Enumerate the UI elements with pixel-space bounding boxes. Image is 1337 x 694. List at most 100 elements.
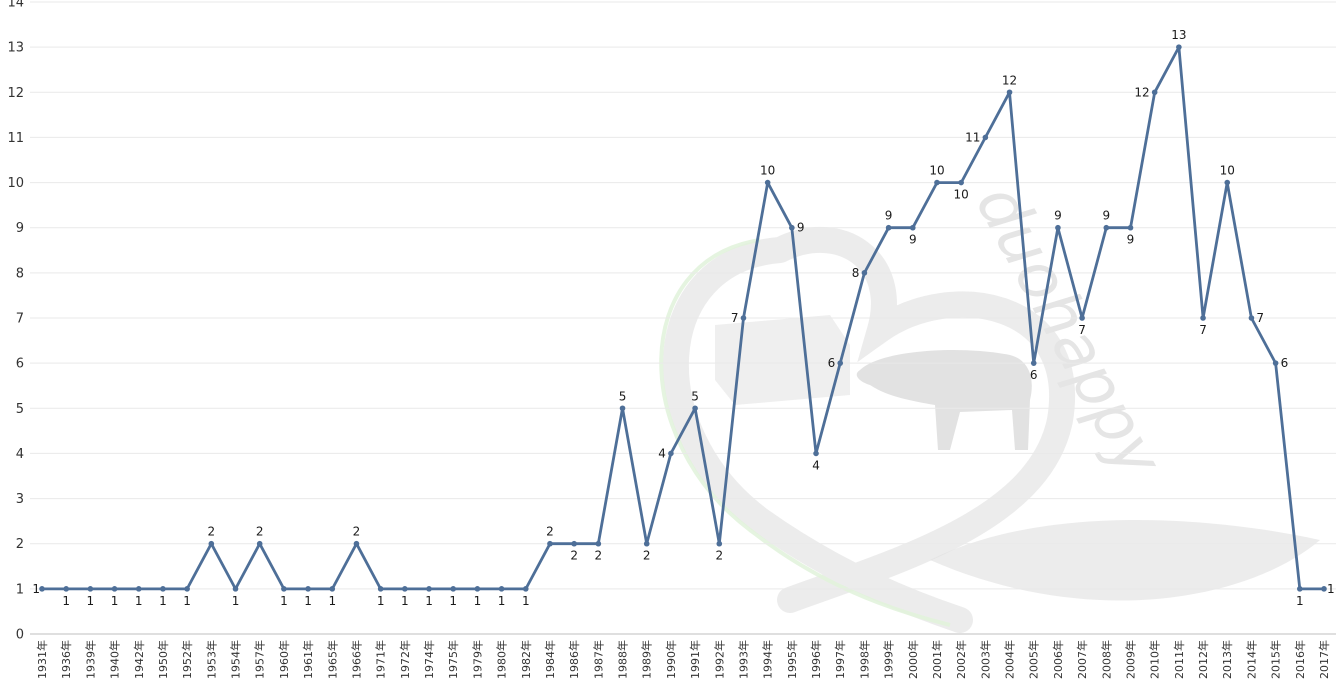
y-tick-label: 6 bbox=[16, 357, 24, 372]
x-tick-label: 1998年 bbox=[857, 640, 871, 679]
data-label: 1 bbox=[522, 594, 530, 608]
series-line bbox=[40, 45, 1326, 591]
data-label: 2 bbox=[256, 525, 264, 539]
watermark-goat bbox=[856, 350, 1032, 450]
data-point bbox=[813, 450, 819, 457]
x-tick-label: 1957年 bbox=[253, 640, 267, 679]
y-tick-label: 7 bbox=[16, 312, 24, 327]
watermark-books bbox=[715, 315, 850, 405]
data-point bbox=[160, 586, 166, 592]
y-tick-label: 12 bbox=[7, 86, 24, 101]
data-label: 2 bbox=[570, 549, 578, 563]
data-label: 7 bbox=[1256, 311, 1264, 325]
data-label: 9 bbox=[1054, 209, 1062, 223]
data-point bbox=[934, 179, 940, 186]
data-label: 7 bbox=[1199, 323, 1207, 337]
data-label: 13 bbox=[1171, 28, 1186, 42]
data-label: 2 bbox=[595, 549, 603, 563]
data-point bbox=[958, 179, 964, 186]
data-label: 12 bbox=[1002, 73, 1017, 87]
data-label: 1 bbox=[62, 594, 70, 608]
data-point bbox=[208, 540, 215, 547]
y-tick-label: 1 bbox=[16, 582, 24, 597]
x-tick-label: 2003年 bbox=[978, 640, 992, 679]
y-tick-label: 13 bbox=[7, 41, 24, 56]
data-label: 1 bbox=[401, 594, 409, 608]
x-tick-label: 1984年 bbox=[543, 640, 557, 679]
data-point bbox=[39, 586, 45, 592]
data-label: 1 bbox=[1327, 582, 1335, 596]
data-label: 1 bbox=[474, 594, 482, 608]
data-point bbox=[668, 450, 674, 457]
x-tick-label: 2001年 bbox=[930, 640, 944, 679]
data-label: 1 bbox=[280, 594, 288, 608]
data-point bbox=[1079, 315, 1085, 321]
x-tick-label: 2012年 bbox=[1196, 640, 1210, 679]
data-point bbox=[522, 586, 529, 592]
watermark-leaf bbox=[930, 520, 1320, 601]
x-tick-label: 1954年 bbox=[229, 640, 243, 679]
x-tick-label: 2015年 bbox=[1269, 640, 1283, 679]
data-label: 1 bbox=[232, 594, 240, 608]
x-tick-label: 1939年 bbox=[83, 640, 97, 679]
data-point bbox=[450, 586, 457, 592]
x-tick-label: 1950年 bbox=[156, 640, 170, 679]
y-tick-label: 14 bbox=[7, 0, 24, 11]
x-tick-label: 2004年 bbox=[1003, 640, 1017, 679]
data-point bbox=[716, 540, 723, 547]
data-label: 9 bbox=[1102, 209, 1110, 223]
data-point bbox=[232, 586, 239, 592]
x-tick-label: 1986年 bbox=[567, 640, 581, 679]
data-label: 2 bbox=[715, 549, 723, 563]
data-label: 9 bbox=[797, 221, 805, 235]
x-tick-label: 1940年 bbox=[108, 640, 122, 679]
data-point bbox=[353, 540, 360, 547]
watermark: duohappy bbox=[659, 173, 1320, 633]
data-point bbox=[982, 134, 989, 141]
data-label: 1 bbox=[135, 594, 143, 608]
x-tick-label: 2000年 bbox=[906, 640, 920, 679]
x-tick-label: 2006年 bbox=[1051, 640, 1065, 679]
data-label: 1 bbox=[159, 594, 167, 608]
x-tick-label: 1936年 bbox=[59, 640, 73, 679]
x-tick-label: 2005年 bbox=[1027, 640, 1041, 679]
data-label: 4 bbox=[812, 458, 820, 472]
data-label: 9 bbox=[1127, 233, 1135, 247]
x-axis: 1931年 1936年 1939年 1940年 1942年 1950年 1952年 1953年… bbox=[35, 640, 1331, 679]
data-point bbox=[1030, 360, 1037, 366]
x-tick-label: 2002年 bbox=[954, 640, 968, 679]
data-point bbox=[571, 540, 577, 547]
data-point bbox=[1200, 315, 1206, 321]
data-label: 2 bbox=[208, 525, 216, 539]
data-label: 9 bbox=[909, 233, 917, 247]
x-tick-label: 1988年 bbox=[616, 640, 630, 679]
data-point bbox=[1297, 586, 1303, 592]
data-label: 1 bbox=[111, 594, 119, 608]
data-label: 9 bbox=[885, 209, 893, 223]
data-label: 1 bbox=[498, 594, 506, 608]
data-point bbox=[643, 540, 650, 547]
data-point bbox=[135, 586, 142, 592]
data-point bbox=[329, 586, 336, 592]
data-point bbox=[909, 224, 916, 231]
data-point bbox=[789, 224, 795, 231]
data-label: 6 bbox=[1030, 368, 1038, 382]
x-tick-label: 1953年 bbox=[204, 640, 218, 679]
data-point bbox=[281, 586, 287, 592]
x-tick-label: 1992年 bbox=[712, 640, 726, 679]
data-point bbox=[87, 586, 94, 592]
y-gridlines bbox=[30, 1, 1336, 635]
x-tick-label: 1931年 bbox=[35, 640, 49, 679]
x-tick-label: 1942年 bbox=[132, 640, 146, 679]
x-tick-label: 1971年 bbox=[374, 640, 388, 679]
x-tick-label: 1974年 bbox=[422, 640, 436, 679]
data-label: 10 bbox=[1220, 164, 1235, 178]
data-point bbox=[184, 586, 190, 592]
data-label: 1 bbox=[87, 594, 95, 608]
data-point bbox=[547, 540, 553, 547]
x-tick-label: 1996年 bbox=[809, 640, 823, 679]
x-tick-label: 2011年 bbox=[1172, 640, 1186, 679]
